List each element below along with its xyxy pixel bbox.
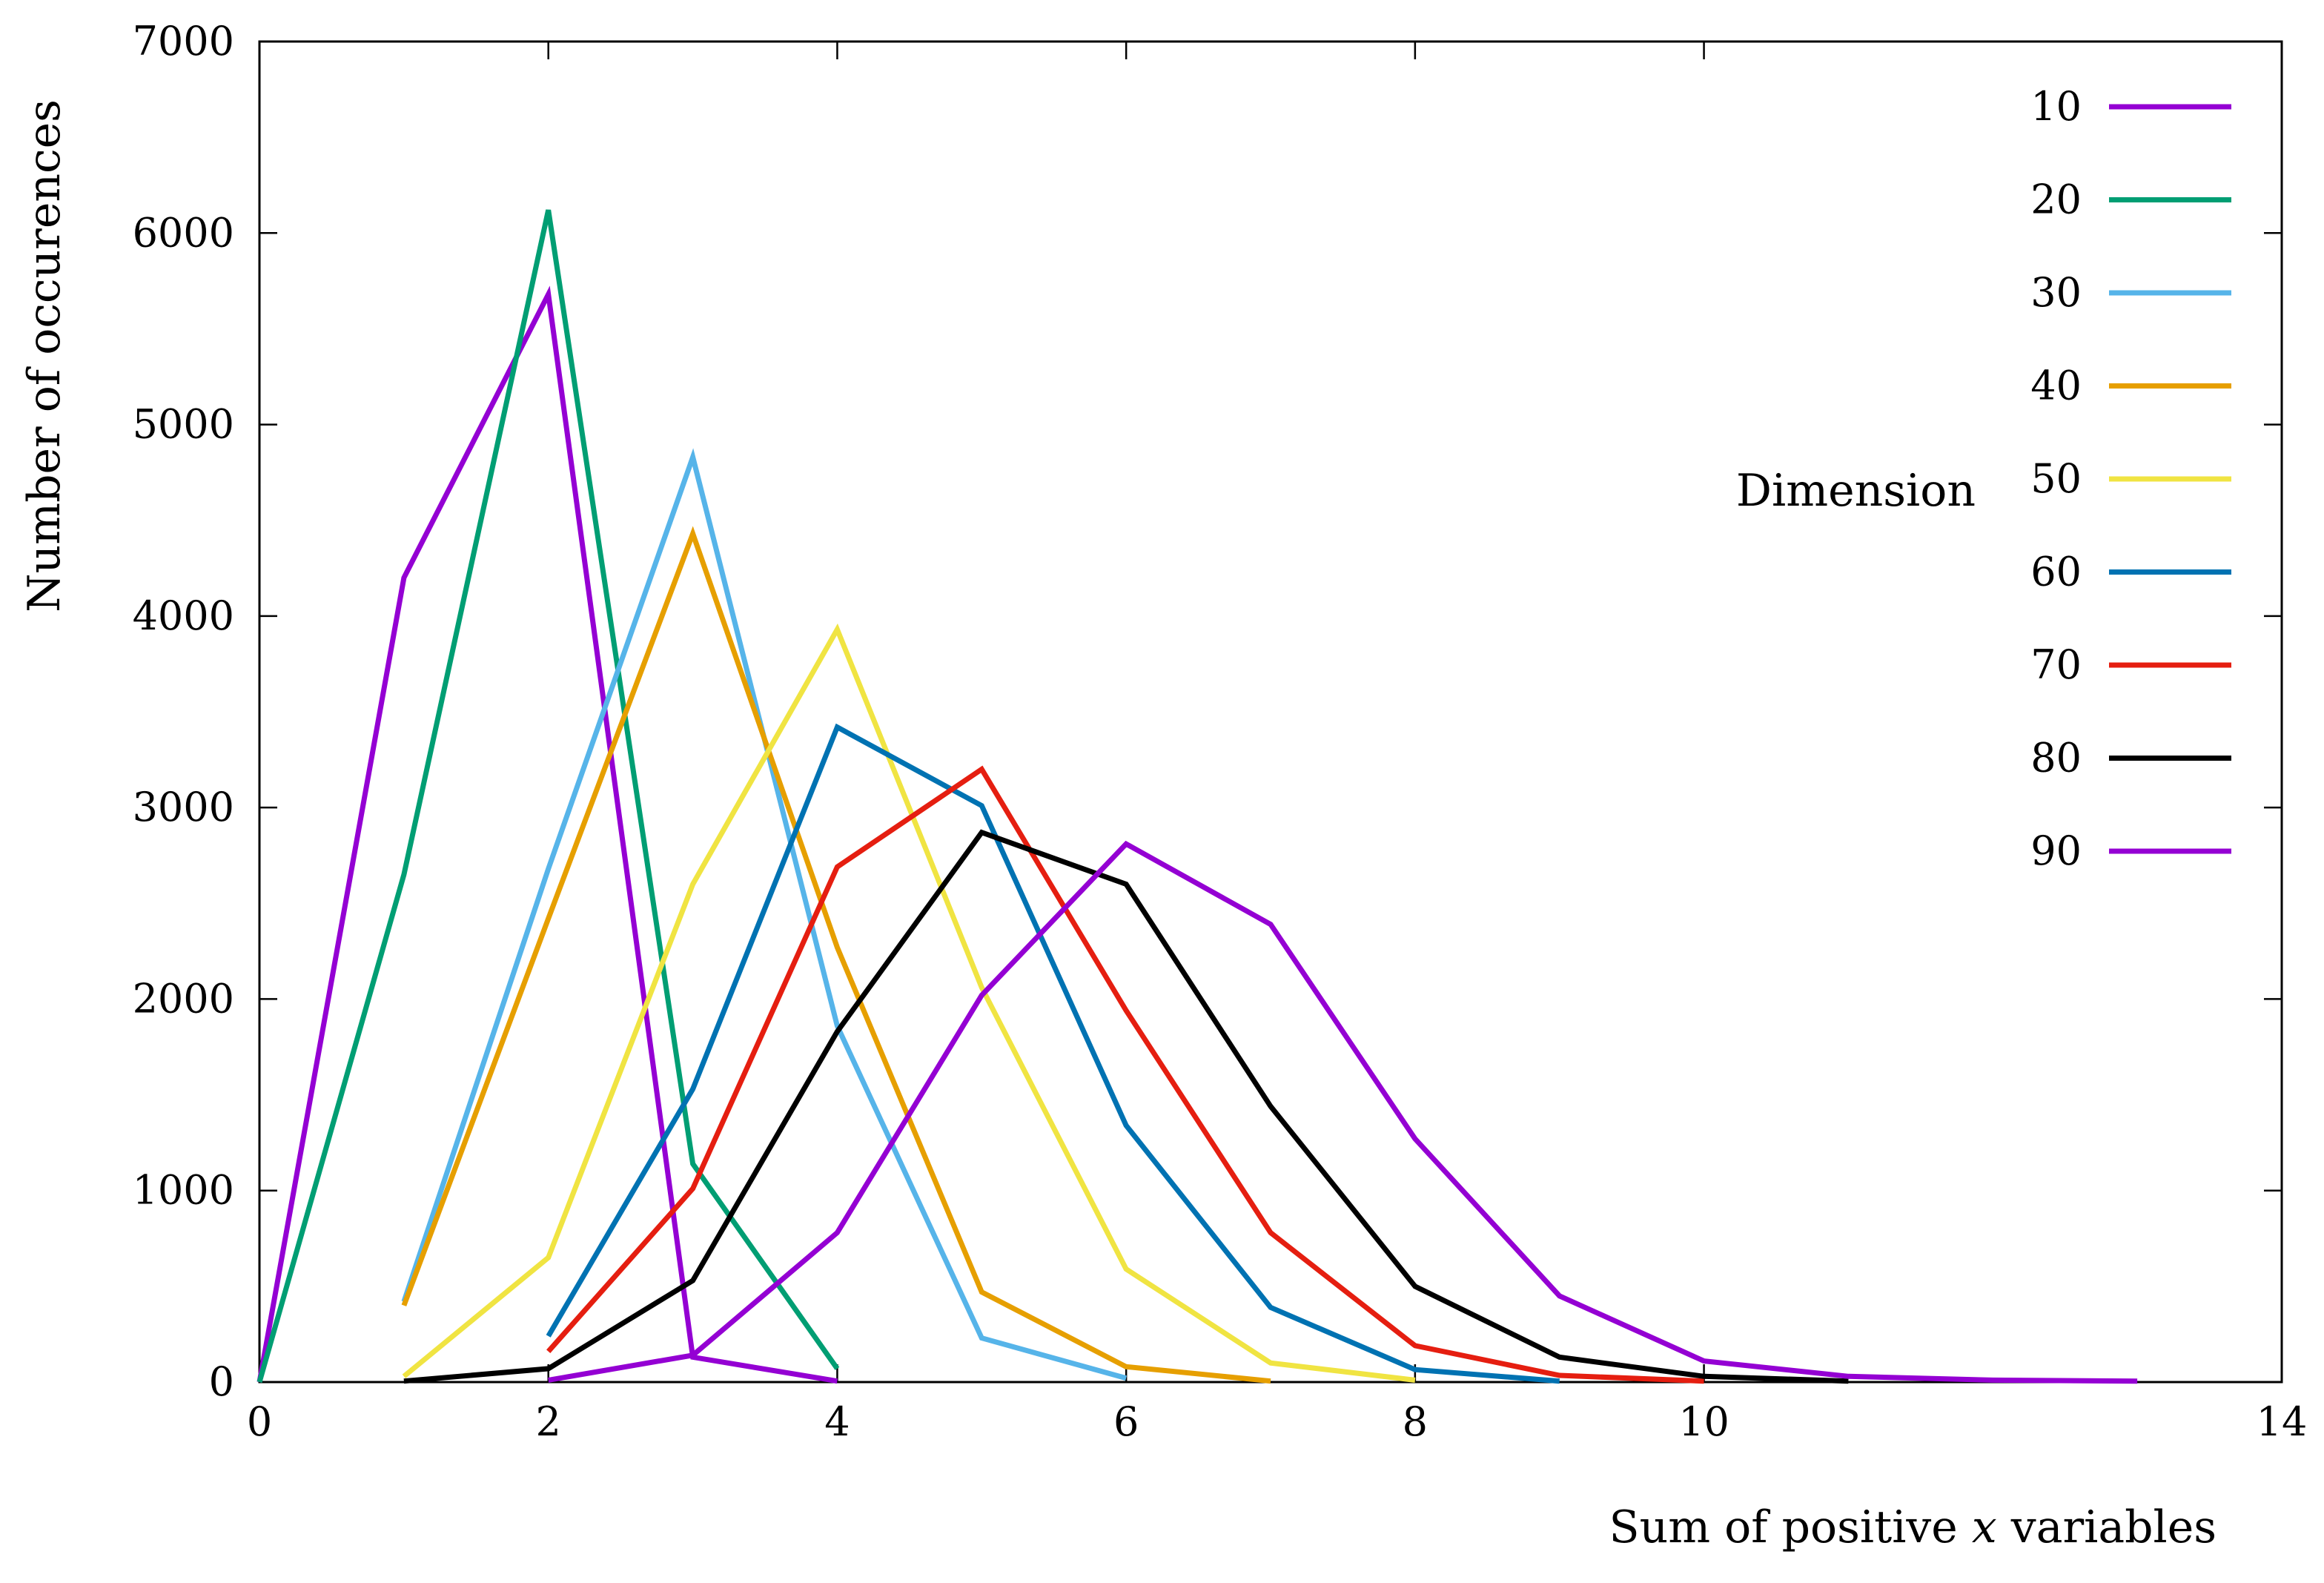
- x-axis-title-suffix: variables: [1997, 1501, 2217, 1553]
- x-tick-label: 6: [1113, 1398, 1139, 1445]
- series-line-50: [402, 623, 1416, 1383]
- y-tick-label: 0: [209, 1358, 234, 1405]
- x-tick-label: 14: [2257, 1398, 2308, 1445]
- legend-label-60: 60: [2030, 549, 2082, 595]
- legend: Dimension 10 20 30 40 50 60 70 80 90: [1736, 83, 2231, 874]
- series-line-30: [401, 448, 1128, 1381]
- x-tick-label: 2: [536, 1398, 561, 1445]
- legend-label-90: 90: [2030, 827, 2082, 874]
- legend-label-70: 70: [2030, 641, 2082, 688]
- series-line-70: [546, 765, 1704, 1384]
- series-line-40: [401, 526, 1271, 1384]
- y-axis-title: Number of occurences: [19, 99, 70, 612]
- legend-label-80: 80: [2030, 735, 2082, 781]
- series-line-10: [256, 285, 838, 1384]
- y-tick-label: 7000: [133, 18, 234, 65]
- x-tick-label: 8: [1403, 1398, 1428, 1445]
- y-tick-label: 6000: [133, 209, 234, 256]
- legend-label-10: 10: [2030, 83, 2082, 130]
- legend-title: Dimension: [1736, 465, 1976, 517]
- series-line-90: [548, 840, 2138, 1384]
- y-tick-label: 5000: [133, 401, 234, 448]
- x-axis-title-prefix: Sum of positive: [1609, 1501, 1971, 1553]
- y-tick-label: 4000: [133, 592, 234, 639]
- series-line-60: [546, 723, 1560, 1384]
- series-lines: [256, 209, 2138, 1384]
- x-tick-label: 0: [247, 1398, 272, 1445]
- legend-label-40: 40: [2030, 363, 2082, 409]
- plot-frame: [258, 40, 2283, 1384]
- series-line-80: [403, 829, 1849, 1384]
- x-tick-label: 10: [1678, 1398, 1729, 1445]
- x-tick-label: 4: [824, 1398, 850, 1445]
- axis-ticks: 0 2 4 6 8 10 14 0 1000 2000 3000 4000 5000 6000 7000: [133, 18, 2308, 1445]
- legend-label-20: 20: [2030, 176, 2082, 223]
- series-line-20: [256, 209, 840, 1383]
- y-tick-label: 1000: [133, 1167, 234, 1214]
- y-tick-label: 2000: [133, 975, 234, 1022]
- legend-label-50: 50: [2030, 455, 2082, 502]
- y-tick-label: 3000: [133, 784, 234, 830]
- legend-label-30: 30: [2030, 269, 2082, 316]
- x-axis-title-variable: x: [1972, 1501, 1997, 1553]
- x-axis-title: Sum of positive x variables: [1609, 1501, 2217, 1553]
